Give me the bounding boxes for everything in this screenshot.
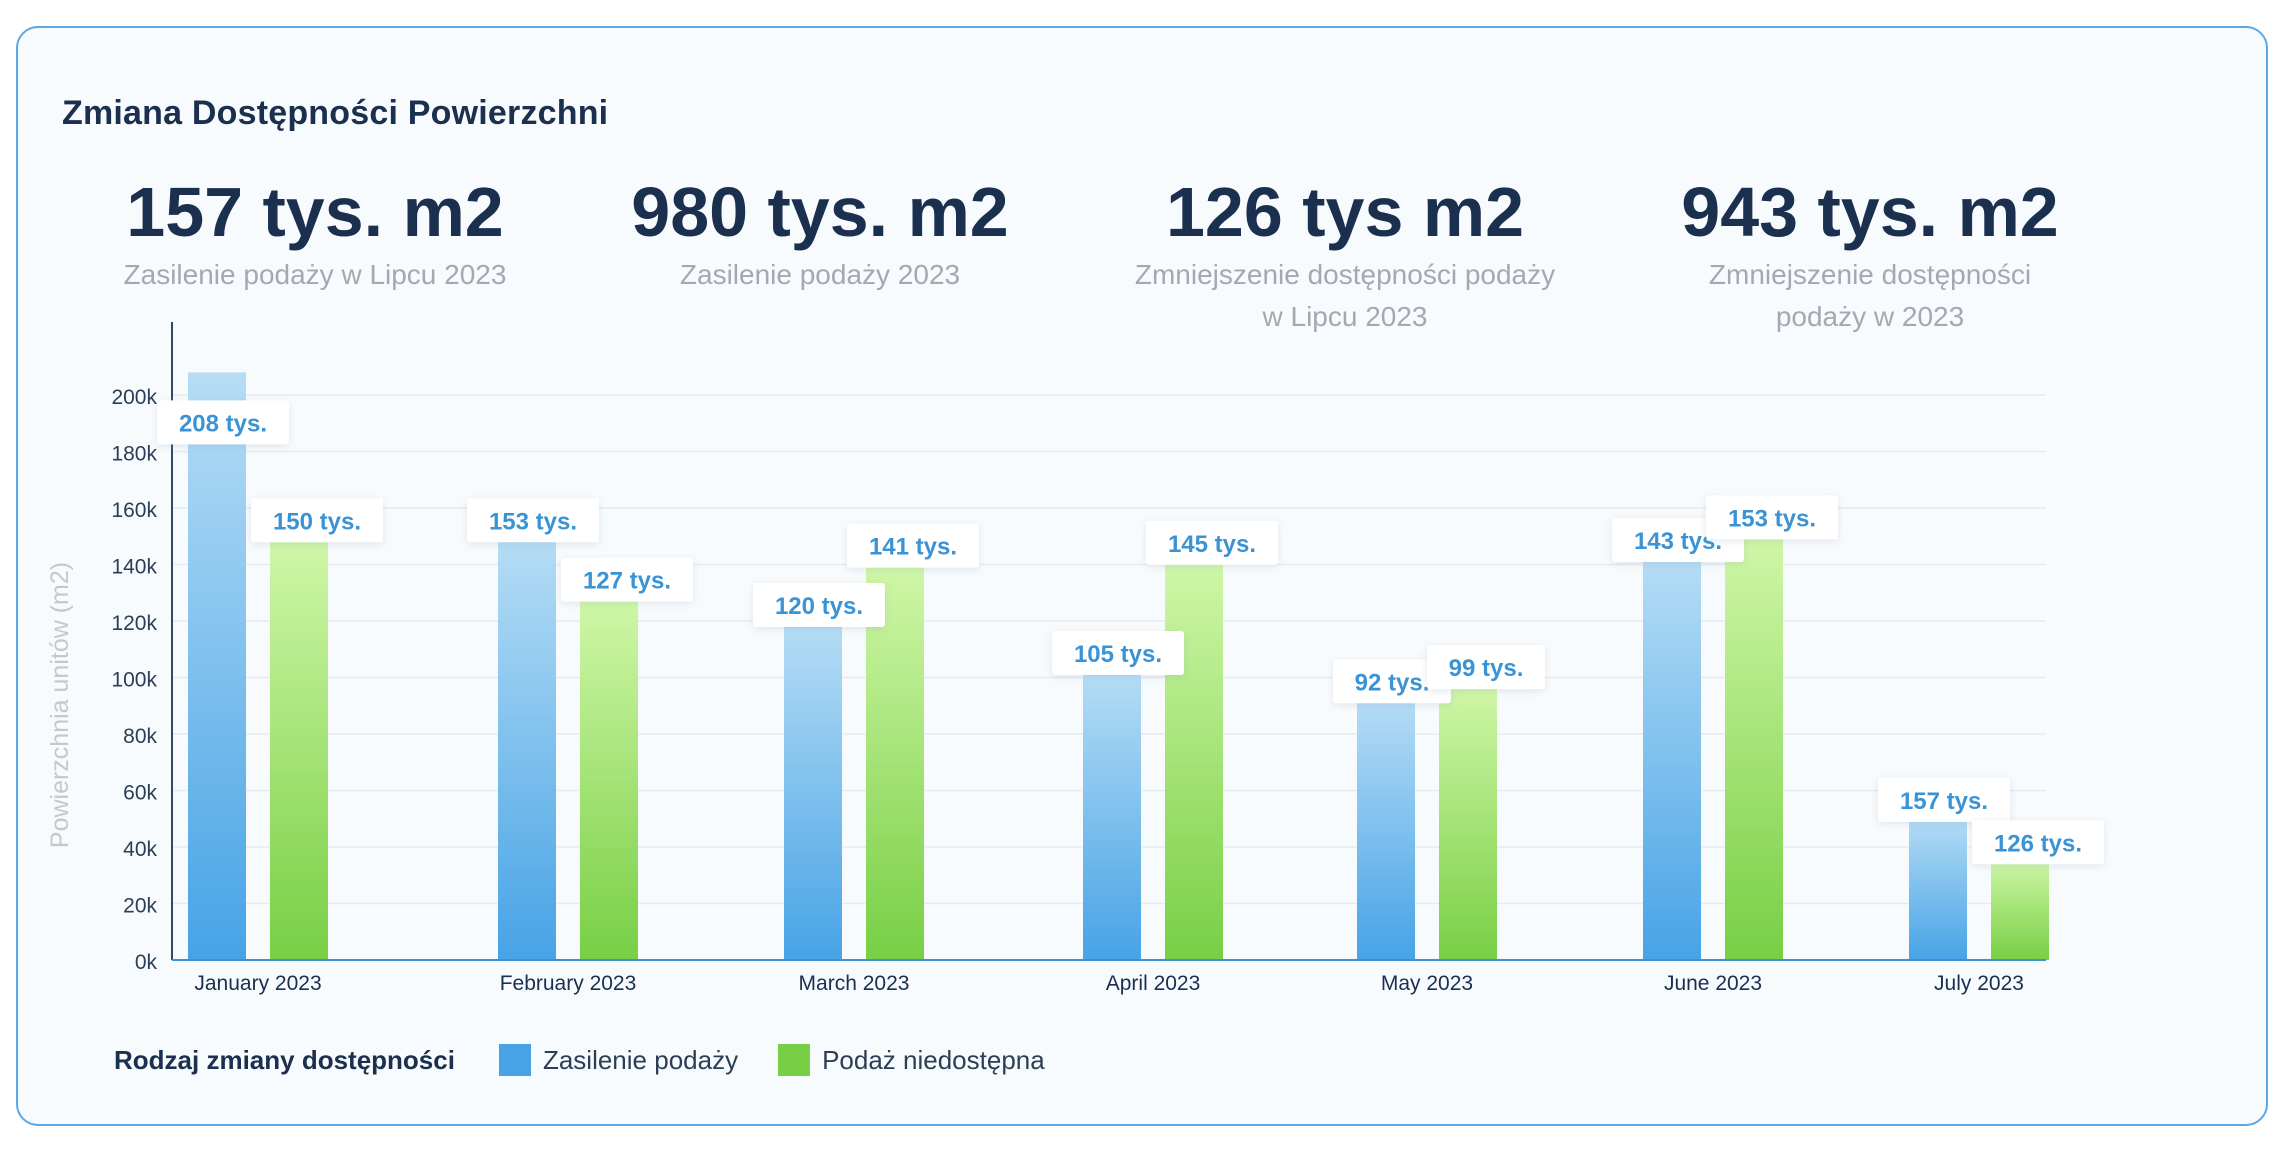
bar-unavailable: [1991, 858, 2049, 960]
data-label: 157 tys.: [1878, 777, 2010, 822]
data-label-box: [561, 557, 693, 602]
y-tick-label: 40k: [123, 838, 157, 861]
bar-unavailable: [270, 536, 328, 960]
x-tick-label: June 2023: [1664, 972, 1762, 995]
y-tick-label: 60k: [123, 782, 157, 805]
data-label-box: [753, 583, 885, 627]
data-label-text: 153 tys.: [1728, 505, 1816, 532]
y-tick-label: 120k: [111, 612, 157, 635]
data-label-text: 92 tys.: [1355, 669, 1430, 696]
bar-unavailable: [580, 595, 638, 960]
data-label-box: [1706, 495, 1838, 540]
legend: Rodzaj zmiany dostępności Zasilenie poda…: [114, 1040, 1085, 1080]
data-label: 141 tys.: [847, 523, 979, 568]
bar-supply: [1909, 815, 1967, 960]
legend-title: Rodzaj zmiany dostępności: [114, 1044, 455, 1075]
kpi-year-supply: 980 tys. m2 Zasilenie podaży 2023: [631, 170, 1008, 296]
y-axis-label: Powierzchnia unitów (m2): [46, 562, 74, 848]
kpi-year-decrease: 943 tys. m2 Zmniejszenie dostępności pod…: [1681, 170, 2058, 338]
data-label-box: [1146, 520, 1278, 565]
bar-supply: [1643, 556, 1701, 960]
data-label-text: 126 tys.: [1994, 830, 2082, 857]
data-label-text: 153 tys.: [489, 508, 577, 535]
card-title: Zmiana Dostępności Powierzchni: [62, 94, 609, 132]
legend-swatch-supply: [498, 1044, 531, 1076]
bar-supply: [1357, 697, 1415, 960]
bar-unavailable: [1725, 533, 1783, 960]
x-tick-label: April 2023: [1106, 972, 1201, 995]
legend-label-supply: Zasilenie podaży: [542, 1044, 739, 1075]
x-tick-label: July 2023: [1934, 972, 2024, 995]
kpi-value: 980 tys. m2: [631, 173, 1009, 251]
kpi-value: 943 tys. m2: [1681, 173, 2059, 251]
bar-supply: [188, 372, 246, 960]
kpi-label: Zasilenie podaży 2023: [679, 259, 961, 290]
kpi-value: 126 tys m2: [1165, 173, 1525, 251]
data-label-box: [1333, 659, 1451, 704]
data-label-box: [467, 498, 599, 543]
x-tick-label: January 2023: [194, 972, 321, 995]
data-label: 99 tys.: [1427, 645, 1545, 690]
data-label: 120 tys.: [753, 583, 885, 627]
y-tick-label: 20k: [123, 895, 157, 918]
chart-card: [16, 26, 2268, 1126]
legend-item-supply[interactable]: Zasilenie podaży: [498, 1044, 739, 1076]
data-label-text: 141 tys.: [869, 534, 957, 561]
data-label-box: [847, 523, 979, 568]
data-label-text: 120 tys.: [775, 593, 863, 620]
data-label-box: [251, 498, 383, 543]
data-label-text: 150 tys.: [273, 508, 361, 535]
data-label: 208 tys.: [157, 400, 289, 445]
data-label-text: 145 tys.: [1168, 531, 1256, 558]
y-tick-label: 80k: [123, 725, 157, 748]
y-tick-label: 100k: [111, 669, 157, 692]
data-label: 145 tys.: [1146, 520, 1278, 565]
data-label-text: 99 tys.: [1449, 655, 1524, 682]
bar-unavailable: [1439, 683, 1497, 960]
kpi-label: Zmniejszenie dostępności podaży w Lipcu …: [1134, 259, 1556, 332]
y-tick-label: 200k: [111, 386, 157, 409]
legend-label-unavailable: Podaż niedostępna: [822, 1044, 1045, 1075]
data-label: 126 tys.: [1972, 820, 2104, 865]
kpi-label: Zmniejszenie dostępności podaży w 2023: [1708, 259, 2032, 332]
kpi-label: Zasilenie podaży w Lipcu 2023: [123, 259, 507, 290]
legend-item-unavailable[interactable]: Podaż niedostępna: [778, 1044, 1045, 1076]
data-label: 127 tys.: [561, 557, 693, 602]
x-tick-label: February 2023: [500, 972, 637, 995]
bar-supply: [1083, 669, 1141, 960]
x-tick-label: March 2023: [799, 972, 910, 995]
bar-unavailable: [866, 561, 924, 960]
data-label-text: 127 tys.: [583, 568, 671, 595]
data-label-text: 157 tys.: [1900, 788, 1988, 815]
y-tick-label: 0k: [135, 951, 158, 974]
y-tick-label: 160k: [111, 499, 157, 522]
x-tick-label: May 2023: [1381, 972, 1473, 995]
kpi-july-supply: 157 tys. m2 Zasilenie podaży w Lipcu 202…: [124, 170, 507, 296]
legend-swatch-unavailable: [778, 1044, 811, 1076]
bar-unavailable: [1165, 558, 1223, 960]
y-tick-label: 140k: [111, 556, 157, 579]
data-label-box: [1972, 820, 2104, 865]
data-label: 150 tys.: [251, 498, 383, 543]
kpi-value: 157 tys. m2: [126, 173, 504, 251]
data-label: 92 tys.: [1333, 659, 1451, 704]
data-label-box: [1878, 777, 2010, 822]
data-label-box: [157, 400, 289, 445]
bar-supply: [784, 621, 842, 960]
data-label: 105 tys.: [1052, 631, 1184, 676]
bar-supply: [498, 536, 556, 960]
data-label-box: [1052, 631, 1184, 676]
data-label-text: 208 tys.: [179, 410, 267, 437]
data-label: 153 tys.: [467, 498, 599, 543]
data-label-box: [1427, 645, 1545, 690]
data-label: 153 tys.: [1706, 495, 1838, 540]
data-label-text: 105 tys.: [1074, 641, 1162, 668]
kpi-july-decrease: 126 tys m2 Zmniejszenie dostępności poda…: [1135, 170, 1555, 338]
y-tick-label: 180k: [111, 443, 157, 466]
